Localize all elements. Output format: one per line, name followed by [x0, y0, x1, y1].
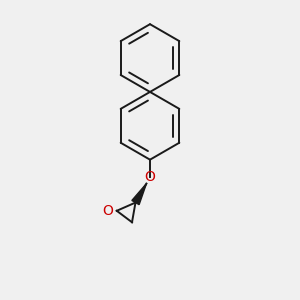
Text: O: O	[145, 170, 155, 184]
Text: O: O	[102, 204, 113, 218]
Polygon shape	[132, 184, 146, 205]
